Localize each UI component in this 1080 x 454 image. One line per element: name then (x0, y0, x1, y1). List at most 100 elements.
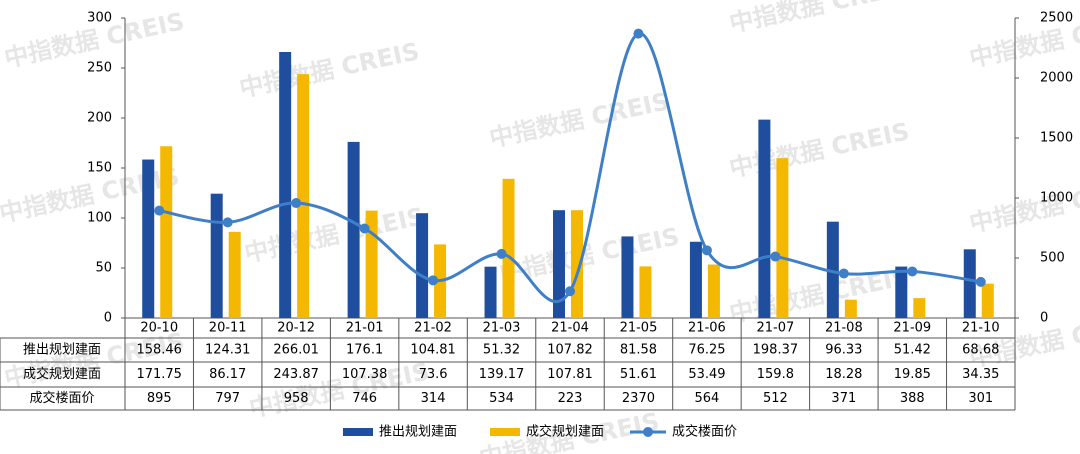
table-cell: 51.61 (620, 367, 657, 382)
table-cell: 104.81 (410, 343, 456, 358)
table-cell: 176.1 (346, 343, 383, 358)
table-cell: 371 (831, 391, 856, 406)
line-marker (838, 268, 849, 279)
watermark: 中指数据 CREIS (2, 327, 187, 392)
y-tick-label: 50 (95, 261, 112, 276)
y2-tick-label: 0 (1040, 311, 1048, 326)
bar (297, 74, 310, 318)
table-cell: 51.42 (894, 343, 931, 358)
x-tick-label: 21-10 (962, 321, 1000, 336)
y-tick-label: 200 (87, 111, 112, 126)
x-tick-label: 21-01 (346, 321, 384, 336)
table-cell: 96.33 (825, 343, 862, 358)
line-marker (770, 251, 781, 262)
table-cell: 107.38 (342, 367, 388, 382)
table-cell: 107.81 (547, 367, 593, 382)
legend-marker (643, 427, 653, 437)
legend-swatch (490, 428, 520, 436)
table-cell: 301 (968, 391, 993, 406)
table-cell: 895 (147, 391, 172, 406)
table-cell: 314 (421, 391, 446, 406)
y-tick-label: 300 (87, 11, 112, 26)
table-cell: 34.35 (962, 367, 999, 382)
y2-tick-label: 500 (1040, 251, 1065, 266)
watermark: 中指数据 CREIS (487, 87, 672, 152)
table-cell: 68.68 (962, 343, 999, 358)
y-tick-label: 0 (104, 311, 112, 326)
line-marker (428, 275, 439, 286)
x-tick-label: 21-06 (688, 321, 726, 336)
bar (689, 241, 702, 318)
line-marker (359, 223, 370, 234)
bar (707, 264, 720, 318)
y-tick-label: 100 (87, 211, 112, 226)
bar (844, 299, 857, 318)
table-cell: 158.46 (136, 343, 182, 358)
bar (210, 193, 223, 318)
table-cell: 512 (763, 391, 788, 406)
table-cell: 124.31 (205, 343, 251, 358)
legend-swatch (343, 428, 373, 436)
x-tick-label: 21-05 (620, 321, 658, 336)
line-marker (633, 28, 644, 39)
y2-tick-label: 1500 (1040, 131, 1073, 146)
table-cell: 107.82 (547, 343, 593, 358)
bar (758, 119, 771, 318)
legend-label: 成交楼面价 (672, 424, 737, 440)
line-marker (907, 266, 918, 277)
bar (347, 141, 360, 318)
legend-label: 成交规划建面 (526, 424, 604, 440)
bar (502, 178, 515, 318)
bar (621, 236, 634, 318)
line-marker (496, 248, 507, 259)
table-cell: 18.28 (825, 367, 862, 382)
y2-tick-label: 1000 (1040, 191, 1073, 206)
x-tick-label: 21-02 (414, 321, 452, 336)
y-tick-label: 250 (87, 61, 112, 76)
table-cell: 76.25 (688, 343, 725, 358)
bar (776, 158, 789, 318)
bar (913, 298, 926, 318)
line-marker (154, 205, 165, 216)
x-tick-label: 21-04 (551, 321, 589, 336)
x-tick-label: 20-11 (209, 321, 247, 336)
x-tick-label: 21-09 (893, 321, 931, 336)
bar (553, 210, 565, 318)
line-marker (975, 276, 986, 287)
table-row-label: 成交楼面价 (29, 390, 94, 406)
table-row-label: 推出规划建面 (23, 343, 101, 358)
table-cell: 534 (489, 391, 514, 406)
x-tick-label: 21-07 (756, 321, 794, 336)
table-row-label: 成交规划建面 (23, 366, 101, 382)
y-tick-label: 150 (87, 161, 112, 176)
table-cell: 139.17 (479, 367, 525, 382)
bar (639, 266, 652, 318)
bar (142, 159, 155, 318)
legend-label: 推出规划建面 (379, 425, 457, 440)
bar (228, 231, 241, 318)
table-cell: 19.85 (894, 367, 931, 382)
table-cell: 51.32 (483, 343, 520, 358)
bar (416, 213, 429, 318)
x-tick-label: 21-08 (825, 321, 863, 336)
table-cell: 564 (695, 391, 720, 406)
bar (484, 266, 497, 318)
x-tick-label: 20-10 (140, 321, 178, 336)
x-tick-label: 20-12 (277, 321, 315, 336)
table-cell: 81.58 (620, 343, 657, 358)
watermark: 中指数据 CREIS (237, 37, 422, 102)
table-cell: 266.01 (273, 343, 319, 358)
table-cell: 73.6 (419, 367, 448, 382)
table-cell: 797 (215, 391, 240, 406)
line-marker (222, 217, 233, 228)
table-cell: 223 (558, 391, 583, 406)
y2-tick-label: 2500 (1040, 11, 1073, 26)
table-cell: 53.49 (688, 367, 725, 382)
line-marker (701, 245, 712, 256)
watermark: 中指数据 CREIS (727, 0, 912, 38)
table-cell: 159.8 (757, 367, 794, 382)
bar (826, 221, 839, 318)
line (158, 32, 981, 303)
y2-tick-label: 2000 (1040, 71, 1073, 86)
bar (895, 266, 908, 318)
